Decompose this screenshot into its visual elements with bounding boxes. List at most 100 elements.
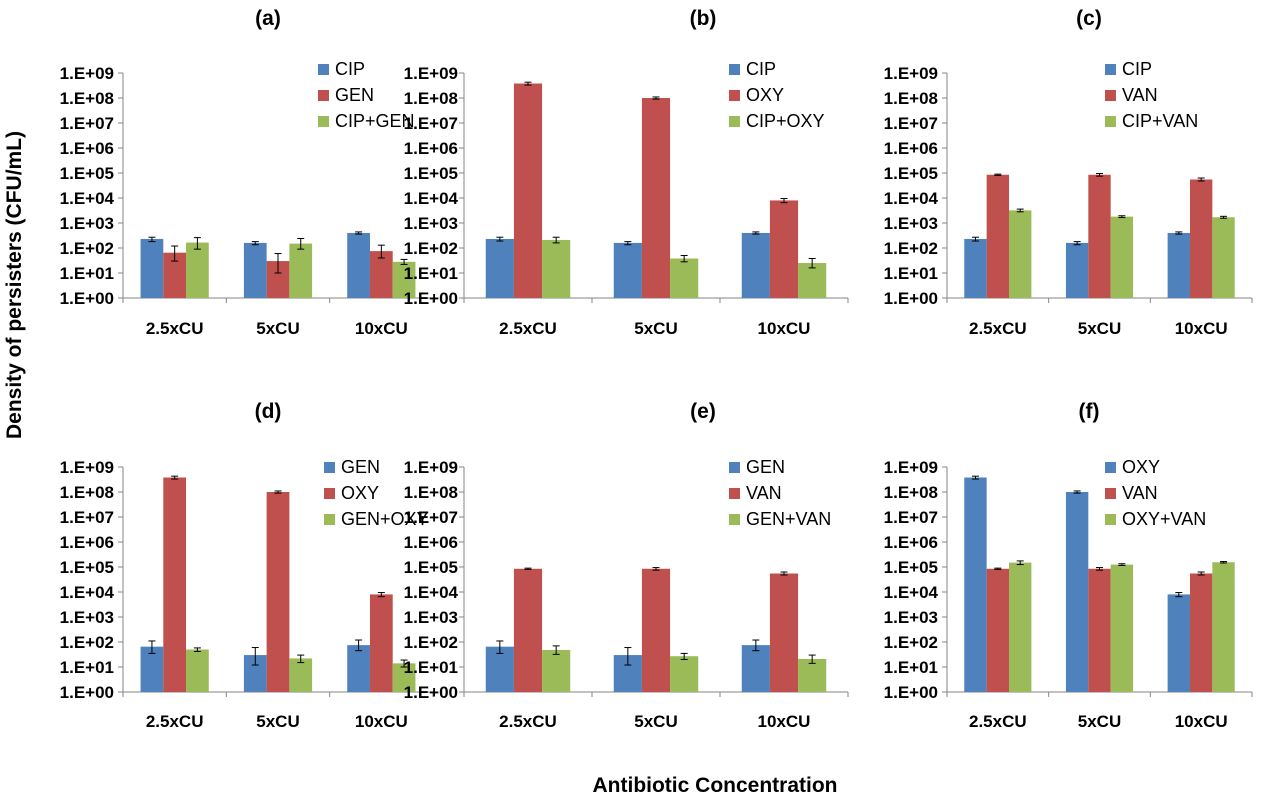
chart-panel-5: (e) 1.E+00 1.E+01 1.E+02 1.E+03 1.E+04 1.E+05 1… — [404, 400, 849, 731]
y-tick-label: 1.E+02 — [404, 239, 458, 258]
y-tick-label: 1.E+03 — [60, 214, 114, 233]
y-tick-label: 1.E+09 — [884, 458, 938, 477]
legend-swatch — [318, 90, 329, 101]
y-tick-label: 1.E+01 — [60, 658, 114, 677]
bar-cip-plus-oxy — [542, 239, 571, 298]
legend-swatch — [1105, 462, 1116, 473]
bar-gen-plus-oxy — [186, 649, 209, 692]
y-tick-label: 1.E+03 — [404, 608, 458, 627]
panel-title: (c) — [1076, 7, 1102, 30]
y-tick-label: 1.E+06 — [404, 533, 458, 552]
bar-cip-plus-gen — [289, 243, 313, 298]
legend-label: CIP — [335, 59, 365, 79]
legend-swatch — [729, 64, 740, 75]
bar-cip — [741, 232, 770, 298]
bar-van — [1088, 174, 1111, 298]
bar-cip-plus-van — [1110, 216, 1134, 298]
y-tick-label: 1.E+03 — [884, 214, 938, 233]
legend-swatch — [729, 488, 740, 499]
x-axis-title: Antibiotic Concentration — [593, 774, 838, 797]
y-tick-label: 1.E+09 — [404, 64, 458, 83]
y-tick-label: 1.E+08 — [60, 89, 114, 108]
y-tick-label: 1.E+05 — [404, 558, 458, 577]
legend-swatch — [1105, 90, 1116, 101]
bar-cip — [243, 242, 267, 298]
legend-label: GEN — [335, 85, 374, 105]
legend-swatch — [324, 462, 335, 473]
legend-swatch — [729, 462, 740, 473]
y-tick-label: 1.E+04 — [404, 189, 459, 208]
x-tick-label: 2.5xCU — [969, 319, 1027, 338]
bar-gen — [347, 645, 370, 692]
y-tick-label: 1.E+09 — [884, 64, 938, 83]
y-tick-label: 1.E+02 — [884, 239, 938, 258]
bar-gen — [485, 646, 514, 692]
y-tick-label: 1.E+05 — [60, 558, 114, 577]
legend-label: OXY — [746, 85, 784, 105]
bar-cip — [964, 238, 987, 298]
legend-label: CIP+GEN — [335, 111, 415, 131]
legend-swatch — [324, 514, 335, 525]
bar-cip — [140, 238, 164, 298]
y-tick-label: 1.E+01 — [404, 264, 458, 283]
y-tick-label: 1.E+00 — [404, 289, 458, 308]
bar-cip — [613, 242, 642, 298]
y-tick-label: 1.E+04 — [884, 189, 939, 208]
panel-title: (a) — [255, 7, 281, 30]
bar-van — [986, 568, 1010, 692]
chart-panel-4: (d) 1.E+00 1.E+01 1.E+02 1.E+03 1.E+04 1.E+05 1… — [60, 400, 434, 731]
y-tick-label: 1.E+06 — [884, 139, 938, 158]
legend-label: VAN — [1122, 85, 1158, 105]
bar-gen-plus-van — [542, 649, 571, 692]
legend: CIP VAN CIP+VAN — [1105, 59, 1198, 131]
x-tick-label: 5xCU — [1078, 712, 1121, 731]
x-tick-label: 10xCU — [1175, 712, 1228, 731]
x-tick-label: 10xCU — [355, 319, 408, 338]
y-tick-label: 1.E+07 — [60, 508, 114, 527]
legend: OXY VAN OXY+VAN — [1105, 457, 1206, 529]
bar-van — [1088, 568, 1111, 692]
y-tick-label: 1.E+02 — [60, 239, 114, 258]
x-tick-label: 5xCU — [1078, 319, 1121, 338]
y-tick-label: 1.E+00 — [60, 683, 114, 702]
x-tick-label: 2.5xCU — [146, 319, 204, 338]
y-tick-label: 1.E+04 — [884, 583, 939, 602]
chart-panel-2: (b) 1.E+00 1.E+01 1.E+02 1.E+03 1.E+04 1.E+05 1… — [404, 7, 849, 338]
y-tick-label: 1.E+01 — [404, 658, 458, 677]
y-tick-label: 1.E+05 — [60, 164, 114, 183]
bar-oxy — [369, 594, 393, 692]
y-tick-label: 1.E+09 — [404, 458, 458, 477]
y-tick-label: 1.E+03 — [404, 214, 458, 233]
y-tick-label: 1.E+01 — [60, 264, 114, 283]
bar-gen-plus-oxy — [392, 663, 416, 692]
legend: GEN VAN GEN+VAN — [729, 457, 831, 529]
x-tick-label: 2.5xCU — [969, 712, 1027, 731]
legend-swatch — [729, 514, 740, 525]
bar-oxy — [163, 477, 187, 692]
bar-cip — [485, 238, 514, 298]
x-tick-label: 2.5xCU — [499, 712, 557, 731]
panel-title: (f) — [1079, 400, 1100, 423]
legend-label: GEN+OXY — [341, 509, 429, 529]
bar-gen — [163, 252, 187, 298]
bar-oxy — [1167, 594, 1190, 692]
chart-panel-1: (a) 1.E+00 1.E+01 1.E+02 1.E+03 1.E+04 1.E+05 1… — [60, 7, 434, 338]
chart-panels: (a) 1.E+00 1.E+01 1.E+02 1.E+03 1.E+04 1.E+05 1… — [60, 7, 1253, 731]
legend-swatch — [729, 116, 740, 127]
y-tick-label: 1.E+01 — [884, 658, 938, 677]
y-tick-label: 1.E+06 — [60, 533, 114, 552]
bar-cip-plus-van — [1212, 217, 1235, 298]
legend-swatch — [1105, 514, 1116, 525]
legend: GEN OXY GEN+OXY — [324, 457, 429, 529]
x-tick-label: 5xCU — [634, 712, 677, 731]
legend-swatch — [324, 488, 335, 499]
y-tick-label: 1.E+00 — [884, 683, 938, 702]
legend-label: OXY — [341, 483, 379, 503]
bar-van — [1189, 573, 1213, 692]
y-axis-title: Density of persisters (CFU/mL) — [3, 131, 26, 439]
bar-van — [513, 568, 543, 692]
y-tick-label: 1.E+09 — [60, 458, 114, 477]
legend-label: VAN — [746, 483, 782, 503]
bar-gen — [243, 655, 267, 692]
legend-label: CIP — [1122, 59, 1152, 79]
